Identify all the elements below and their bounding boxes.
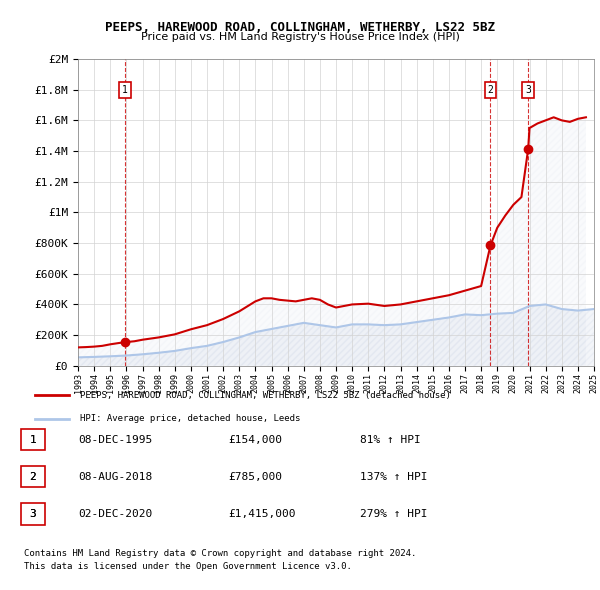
Text: 2: 2 bbox=[488, 85, 493, 94]
Text: PEEPS, HAREWOOD ROAD, COLLINGHAM, WETHERBY, LS22 5BZ (detached house): PEEPS, HAREWOOD ROAD, COLLINGHAM, WETHER… bbox=[80, 391, 451, 400]
Text: 279% ↑ HPI: 279% ↑ HPI bbox=[360, 509, 427, 519]
Text: 08-DEC-1995: 08-DEC-1995 bbox=[78, 435, 152, 444]
Text: PEEPS, HAREWOOD ROAD, COLLINGHAM, WETHERBY, LS22 5BZ: PEEPS, HAREWOOD ROAD, COLLINGHAM, WETHER… bbox=[105, 21, 495, 34]
Text: 81% ↑ HPI: 81% ↑ HPI bbox=[360, 435, 421, 444]
Text: 1: 1 bbox=[29, 435, 37, 444]
Text: 3: 3 bbox=[525, 85, 531, 94]
Text: 3: 3 bbox=[29, 509, 37, 519]
Text: 2: 2 bbox=[29, 472, 37, 481]
Text: HPI: Average price, detached house, Leeds: HPI: Average price, detached house, Leed… bbox=[80, 414, 300, 423]
Text: Price paid vs. HM Land Registry's House Price Index (HPI): Price paid vs. HM Land Registry's House … bbox=[140, 32, 460, 42]
Text: 02-DEC-2020: 02-DEC-2020 bbox=[78, 509, 152, 519]
Text: This data is licensed under the Open Government Licence v3.0.: This data is licensed under the Open Gov… bbox=[24, 562, 352, 571]
Text: 1: 1 bbox=[29, 435, 37, 444]
Text: £785,000: £785,000 bbox=[228, 472, 282, 481]
Text: 137% ↑ HPI: 137% ↑ HPI bbox=[360, 472, 427, 481]
Text: 2: 2 bbox=[29, 472, 37, 481]
Text: £1,415,000: £1,415,000 bbox=[228, 509, 296, 519]
Text: Contains HM Land Registry data © Crown copyright and database right 2024.: Contains HM Land Registry data © Crown c… bbox=[24, 549, 416, 558]
Text: 3: 3 bbox=[29, 509, 37, 519]
Text: 1: 1 bbox=[122, 85, 128, 94]
Text: £154,000: £154,000 bbox=[228, 435, 282, 444]
Text: 08-AUG-2018: 08-AUG-2018 bbox=[78, 472, 152, 481]
